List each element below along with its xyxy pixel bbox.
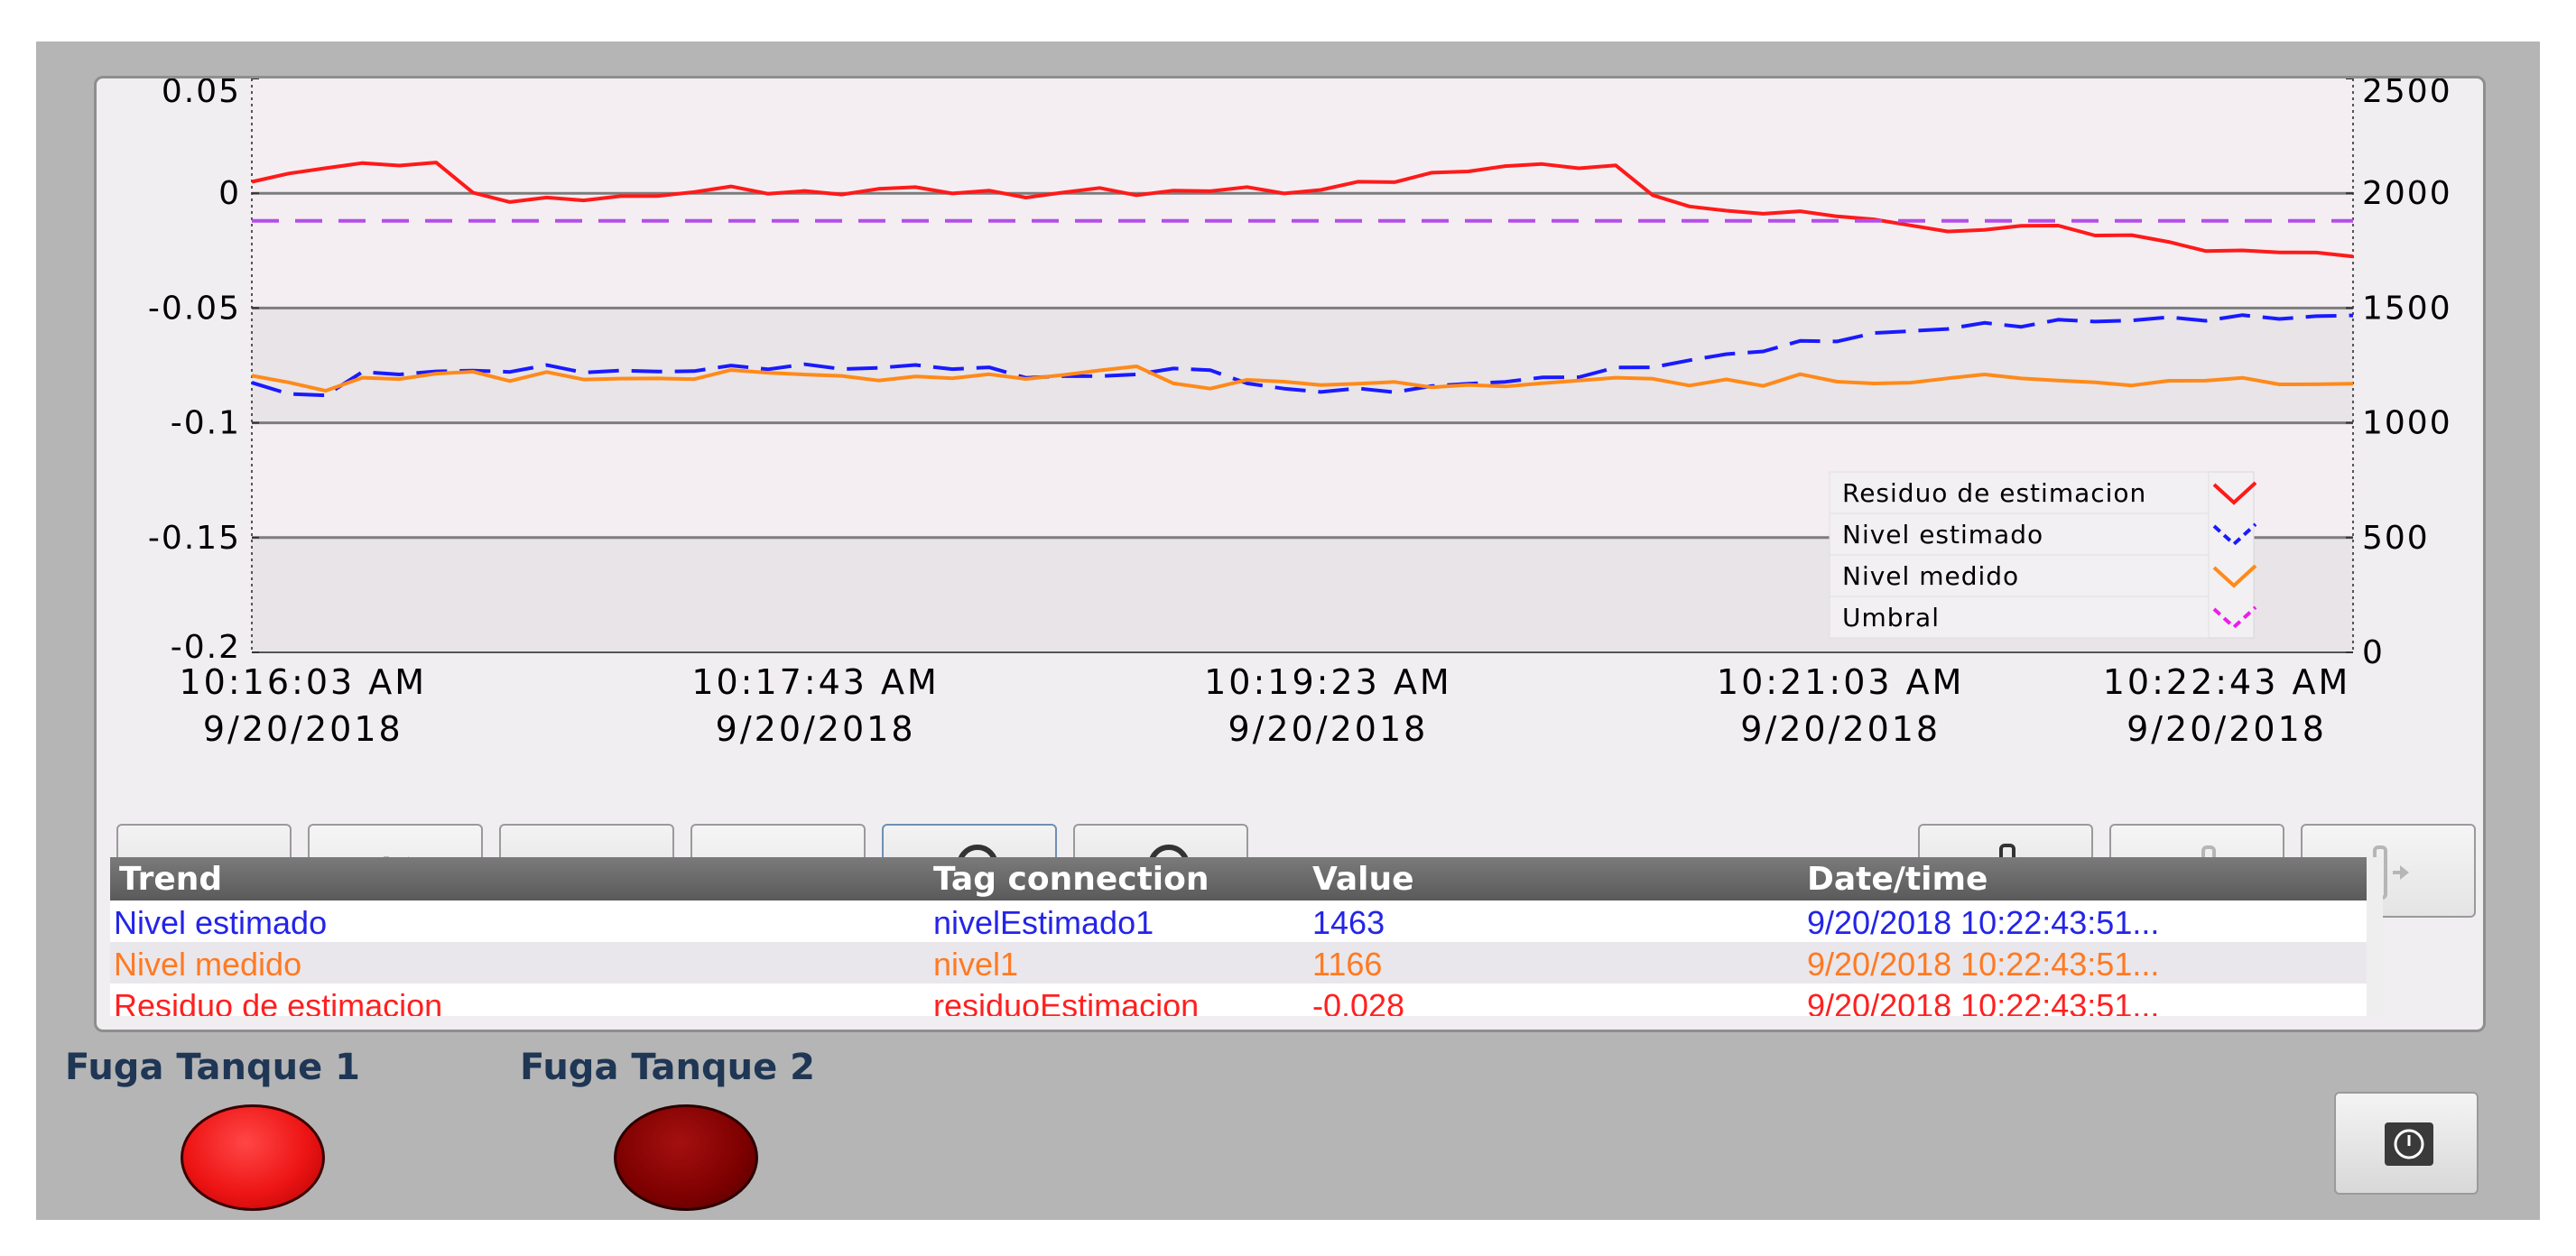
right-axis-tick-label: 2500	[2362, 78, 2452, 110]
series-line	[251, 161, 2354, 259]
lamp-label-tank-2: Fuga Tanque 2	[520, 1047, 815, 1088]
legend-swatch	[2212, 605, 2257, 630]
cell-datetime: 9/20/2018 10:22:43:51...	[1807, 987, 2160, 1016]
left-axis-tick-label: -0.15	[148, 520, 241, 557]
chart-legend: Residuo de estimacion Nivel estimado Nivel…	[1829, 471, 2257, 639]
left-axis-tick-label: -0.05	[148, 290, 241, 327]
cell-datetime: 9/20/2018 10:22:43:51...	[1807, 904, 2160, 941]
cell-value: 1166	[1312, 946, 1383, 983]
date-tick-label: 9/20/2018	[1228, 709, 1428, 749]
time-tick-label: 10:21:03 AM	[1717, 662, 1965, 702]
cell-trend: Residuo de estimacion	[114, 987, 443, 1016]
legend-label: Residuo de estimacion	[1842, 478, 2146, 508]
scroll-down-icon[interactable]	[2367, 938, 2383, 1002]
time-tick-label: 10:17:43 AM	[691, 662, 940, 702]
right-axis-tick-label: 1500	[2362, 290, 2452, 327]
trend-values-table: Trend Tag connection Value Date/time Niv…	[110, 857, 2383, 1016]
legend-swatch	[2212, 564, 2257, 588]
table-scrollbar[interactable]	[2367, 857, 2383, 1016]
table-row[interactable]: Nivel medido nivel1 1166 9/20/2018 10:22…	[110, 942, 2367, 984]
series-line	[251, 365, 2354, 393]
time-tick-label: 10:19:23 AM	[1204, 662, 1452, 702]
right-axis-tick-label: 1000	[2362, 405, 2452, 442]
header-tag[interactable]: Tag connection	[933, 861, 1209, 898]
trend-chart[interactable]: 0.05 0 -0.05 -0.1 -0.15 -0.2 2500 2000 1500 1000…	[97, 78, 2488, 818]
right-axis-tick-label: 0	[2362, 634, 2385, 671]
plot-band	[252, 309, 2353, 423]
left-axis-tick-label: 0.05	[162, 78, 241, 110]
time-tick-label: 10:16:03 AM	[180, 662, 428, 702]
power-icon	[2385, 1122, 2433, 1166]
left-axis-tick-label: -0.1	[171, 405, 241, 442]
cell-tag: residuoEstimacion	[933, 987, 1200, 1016]
left-axis-tick-label: -0.2	[171, 629, 241, 666]
table-header: Trend Tag connection Value Date/time	[110, 857, 2367, 900]
cell-value: 1463	[1312, 904, 1385, 941]
legend-label: Nivel medido	[1842, 561, 2019, 591]
leak-indicator-tank-1	[181, 1104, 325, 1211]
legend-swatch	[2212, 481, 2257, 505]
legend-swatch	[2212, 522, 2257, 547]
table-row[interactable]: Residuo de estimacion residuoEstimacion …	[110, 984, 2367, 1016]
lamp-label-tank-1: Fuga Tanque 1	[65, 1047, 360, 1088]
date-tick-label: 9/20/2018	[2127, 709, 2327, 749]
right-axis-tick-label: 500	[2362, 520, 2430, 557]
cell-trend: Nivel medido	[114, 946, 302, 983]
time-tick-label: 10:22:43 AM	[2103, 662, 2351, 702]
table-row[interactable]: Nivel estimado nivelEstimado1 1463 9/20/…	[110, 900, 2367, 942]
leak-indicator-tank-2	[614, 1104, 758, 1211]
cell-tag: nivelEstimado1	[933, 904, 1154, 941]
power-button[interactable]	[2334, 1092, 2479, 1195]
date-tick-label: 9/20/2018	[203, 709, 403, 749]
series-line	[251, 313, 2354, 398]
scroll-up-icon[interactable]	[2367, 875, 2383, 938]
date-tick-label: 9/20/2018	[716, 709, 916, 749]
right-axis-tick-label: 2000	[2362, 175, 2452, 212]
header-datetime[interactable]: Date/time	[1807, 861, 1988, 898]
cell-datetime: 9/20/2018 10:22:43:51...	[1807, 946, 2160, 983]
header-trend[interactable]: Trend	[119, 861, 223, 898]
header-value[interactable]: Value	[1312, 861, 1414, 898]
legend-label: Nivel estimado	[1842, 520, 2043, 550]
left-axis-tick-label: 0	[218, 175, 241, 212]
cell-tag: nivel1	[933, 946, 1019, 983]
cell-trend: Nivel estimado	[114, 904, 328, 941]
cell-value: -0.028	[1312, 987, 1405, 1016]
legend-label: Umbral	[1842, 603, 1940, 633]
date-tick-label: 9/20/2018	[1740, 709, 1941, 749]
